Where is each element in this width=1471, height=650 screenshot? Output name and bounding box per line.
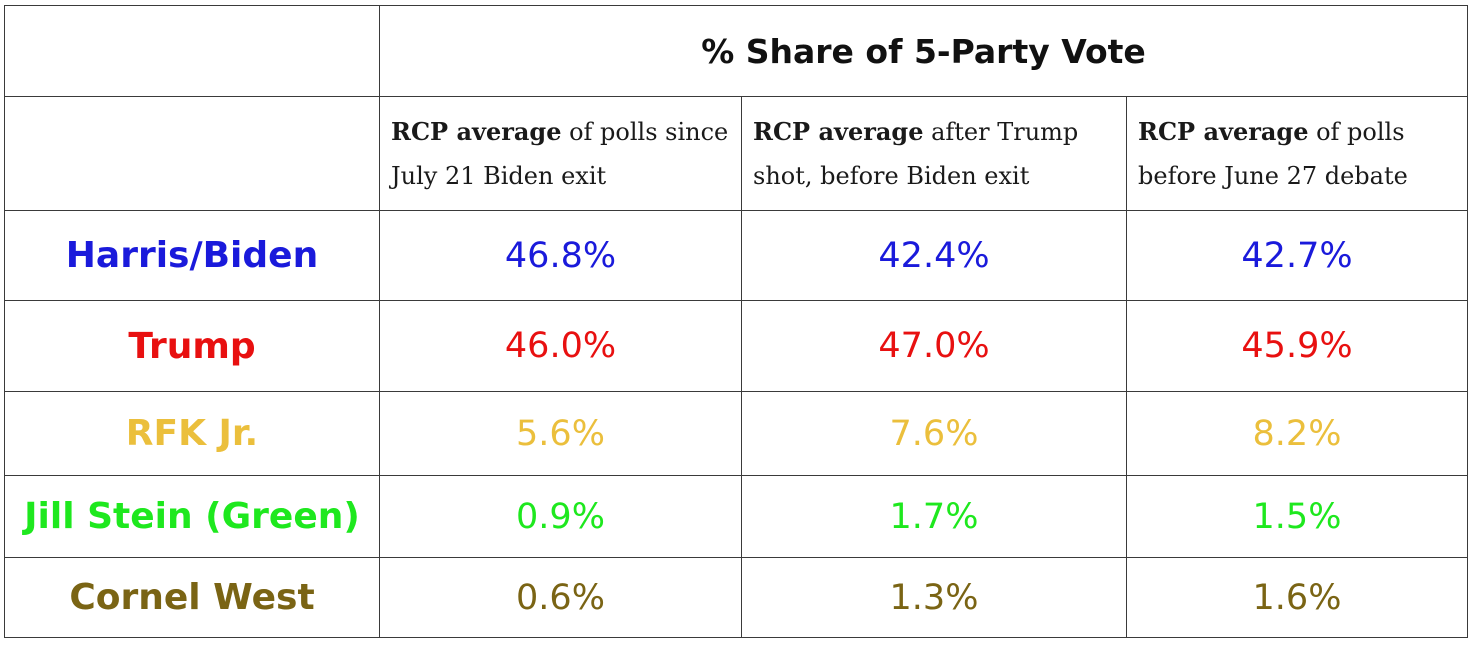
rfk-jr-value-1: 5.6% [379, 391, 742, 476]
column-header-2: RCP average after Trump shot, before Bid… [741, 96, 1127, 211]
rfk-jr-value-3: 8.2% [1126, 391, 1468, 476]
table-title-cell: % Share of 5-Party Vote [379, 5, 1468, 97]
harris-biden-value-1: 46.8% [379, 210, 742, 301]
table-title: % Share of 5-Party Vote [701, 31, 1146, 71]
candidate-name-trump: Trump [4, 300, 380, 392]
cornel-west-value-1: 0.6% [379, 557, 742, 638]
column-header-1-rest: of polls since July 21 Biden exit [391, 117, 729, 190]
trump-value-1: 46.0% [379, 300, 742, 392]
trump-value-3: 45.9% [1126, 300, 1468, 392]
jill-stein-value-3: 1.5% [1126, 475, 1468, 558]
table-row-harris-biden: Harris/Biden 46.8% 42.4% 42.7% [4, 210, 1468, 301]
column-header-2-rest: after Trump shot, before Biden exit [753, 117, 1079, 190]
corner-cell-sub [4, 96, 380, 211]
candidate-name-jill-stein: Jill Stein (Green) [4, 475, 380, 558]
column-header-row: RCP average of polls since July 21 Biden… [4, 96, 1468, 211]
candidate-name-harris-biden: Harris/Biden [4, 210, 380, 301]
vote-share-table: % Share of 5-Party Vote RCP average of p… [4, 5, 1468, 638]
rfk-jr-value-2: 7.6% [741, 391, 1127, 476]
column-header-3-rest: of polls before June 27 debate [1138, 117, 1408, 190]
jill-stein-value-2: 1.7% [741, 475, 1127, 558]
title-row: % Share of 5-Party Vote [4, 5, 1468, 97]
trump-value-2: 47.0% [741, 300, 1127, 392]
table-row-trump: Trump 46.0% 47.0% 45.9% [4, 300, 1468, 392]
column-header-1-bold: RCP average [391, 116, 562, 146]
candidate-name-cornel-west: Cornel West [4, 557, 380, 638]
cornel-west-value-2: 1.3% [741, 557, 1127, 638]
jill-stein-value-1: 0.9% [379, 475, 742, 558]
table-row-cornel-west: Cornel West 0.6% 1.3% 1.6% [4, 557, 1468, 638]
column-header-2-bold: RCP average [753, 116, 924, 146]
candidate-name-rfk-jr: RFK Jr. [4, 391, 380, 476]
corner-cell-top [4, 5, 380, 97]
table-row-jill-stein: Jill Stein (Green) 0.9% 1.7% 1.5% [4, 475, 1468, 558]
table-row-rfk-jr: RFK Jr. 5.6% 7.6% 8.2% [4, 391, 1468, 476]
column-header-1: RCP average of polls since July 21 Biden… [379, 96, 742, 211]
column-header-3-bold: RCP average [1138, 116, 1309, 146]
harris-biden-value-3: 42.7% [1126, 210, 1468, 301]
harris-biden-value-2: 42.4% [741, 210, 1127, 301]
cornel-west-value-3: 1.6% [1126, 557, 1468, 638]
column-header-3: RCP average of polls before June 27 deba… [1126, 96, 1468, 211]
